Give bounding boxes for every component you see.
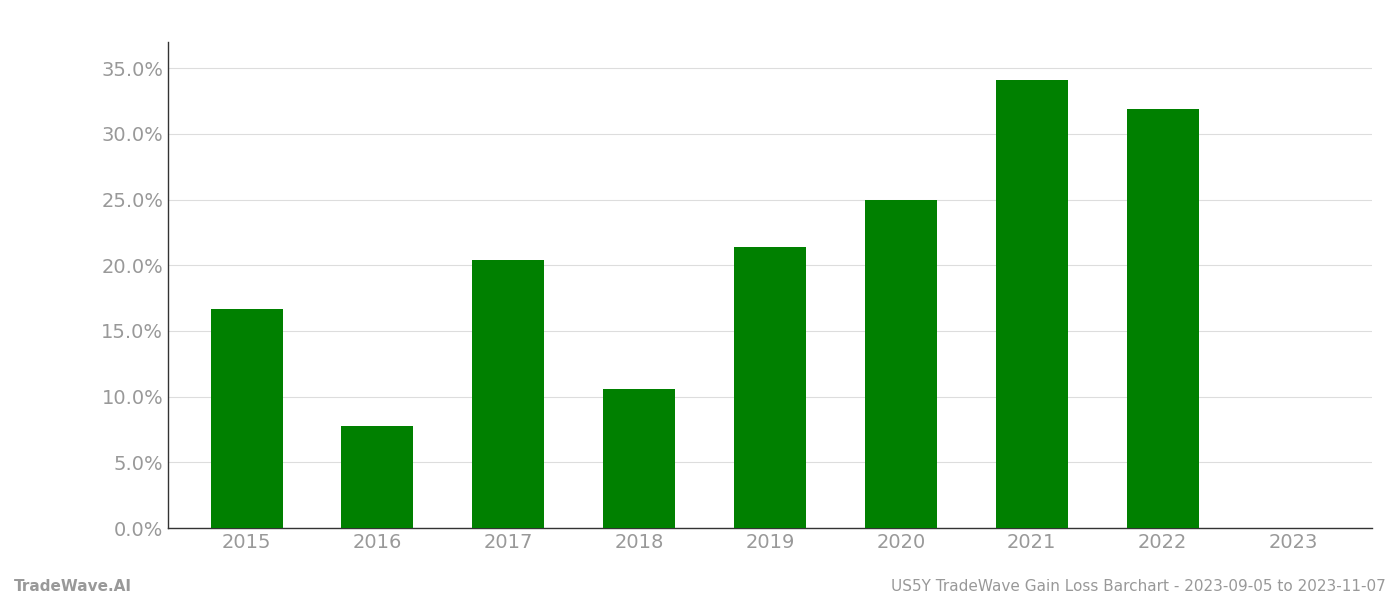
Bar (995, 80, 1068, 528)
Bar (342, 425, 413, 528)
Text: TradeWave.AI: TradeWave.AI (14, 579, 132, 594)
Bar (734, 247, 806, 528)
Bar (472, 260, 545, 528)
Bar (210, 308, 283, 528)
Bar (603, 389, 675, 528)
Text: US5Y TradeWave Gain Loss Barchart - 2023-09-05 to 2023-11-07: US5Y TradeWave Gain Loss Barchart - 2023… (892, 579, 1386, 594)
Bar (865, 200, 937, 528)
Bar (1127, 109, 1198, 528)
